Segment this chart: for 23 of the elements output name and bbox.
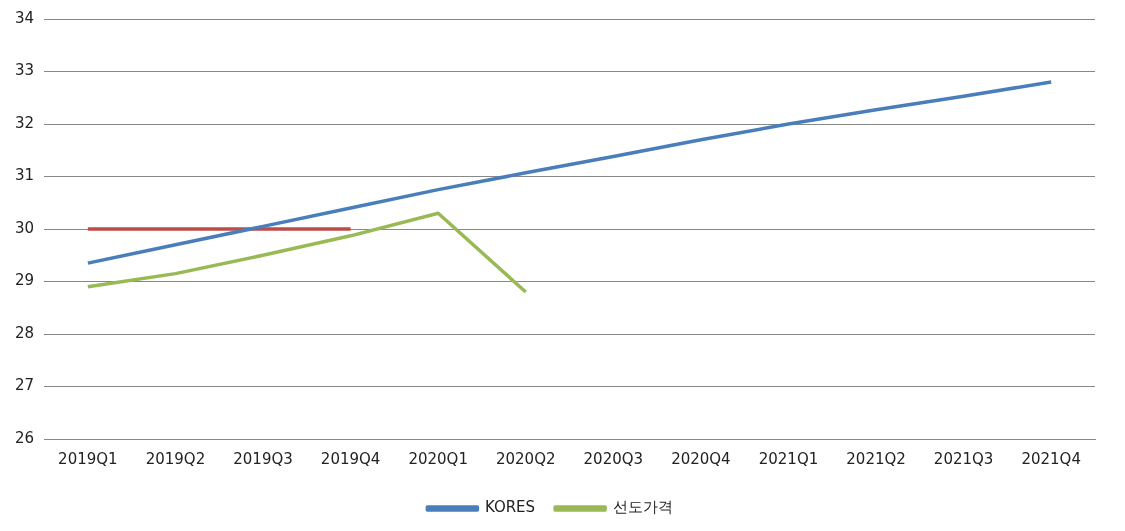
x-tick-label: 2020Q2 [495,449,556,468]
y-tick-label: 28 [14,323,35,342]
x-tick-label: 2020Q4 [671,449,731,468]
x-tick-label: 2019Q3 [233,449,293,468]
x-tick-label: 2019Q2 [145,449,206,468]
legend-label: 선도가격 [612,498,673,517]
y-tick-label: 29 [14,271,35,290]
x-tick-label: 2019Q1 [58,449,118,468]
y-tick-label: 33 [14,61,35,80]
y-tick-label: 32 [14,113,35,132]
x-tick-label: 2021Q4 [1021,449,1081,468]
y-tick-label: 31 [14,166,35,185]
x-tick-label: 2021Q3 [933,449,994,468]
y-tick-label: 34 [14,8,35,27]
x-tick-label: 2021Q2 [846,449,906,468]
y-tick-label: 27 [14,376,35,395]
y-tick-label: 26 [14,428,35,447]
y-tick-label: 30 [14,218,35,237]
legend-label: KORES [484,498,536,517]
x-tick-label: 2020Q3 [583,449,644,468]
x-tick-label: 2020Q1 [408,449,468,468]
x-tick-label: 2019Q4 [320,449,381,468]
x-tick-label: 2021Q1 [758,449,819,468]
